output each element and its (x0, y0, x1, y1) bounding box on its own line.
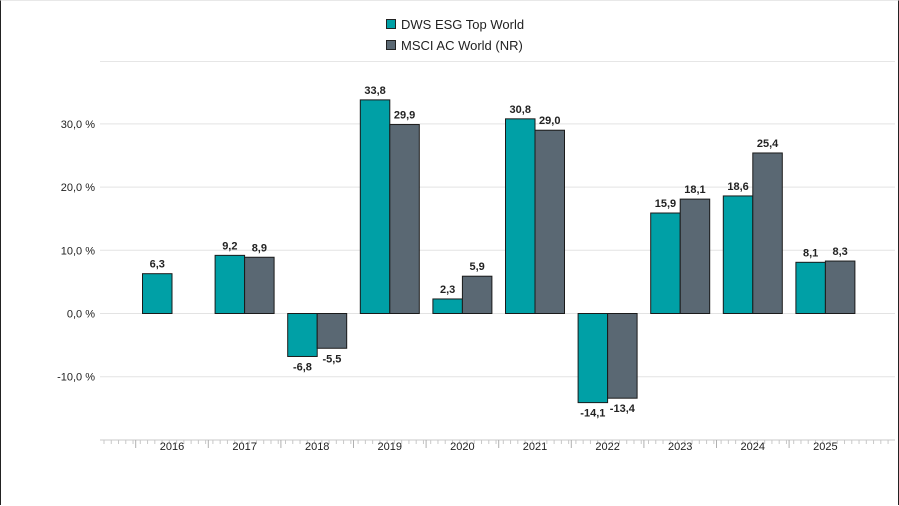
x-tick-label: 2017 (232, 441, 256, 453)
x-tick-label: 2016 (160, 441, 184, 453)
x-tick-label: 2021 (523, 441, 547, 453)
x-axis: 2016 2017 2018 2019 2020 2021 2022 2023 2024 2025 (100, 439, 895, 453)
bar-msci-2022[interactable] (607, 313, 638, 399)
data-label: 30,8 (510, 104, 531, 116)
y-tick-label: -10,0 % (57, 372, 95, 384)
bar-dws-2020[interactable] (432, 298, 463, 314)
data-label: -13,4 (610, 403, 636, 415)
x-tick-label: 2023 (668, 441, 692, 453)
data-label: 25,4 (757, 138, 779, 150)
legend-item-series-2[interactable]: MSCI AC World (NR) (386, 35, 524, 55)
x-tick-label: 2020 (450, 441, 474, 453)
data-label: 8,3 (833, 246, 848, 258)
y-tick-label: 10,0 % (61, 245, 95, 257)
data-label: 2,3 (440, 284, 455, 296)
x-tick-label: 2022 (595, 441, 619, 453)
legend-swatch-series-1 (386, 19, 396, 29)
bar-dws-2016[interactable] (142, 273, 173, 314)
bar-dws-2019[interactable] (359, 99, 391, 314)
bar-msci-2018[interactable] (316, 313, 348, 349)
data-label: -14,1 (580, 408, 605, 420)
bar-msci-2024[interactable] (752, 152, 783, 314)
data-label: 18,1 (684, 184, 705, 196)
bar-dws-2017[interactable] (214, 254, 246, 315)
x-tick-label: 2018 (305, 441, 329, 453)
data-label: 5,9 (470, 261, 485, 273)
bar-msci-2023[interactable] (679, 198, 711, 314)
legend-swatch-series-2 (386, 40, 396, 50)
y-tick-label: 30,0 % (61, 119, 95, 131)
data-label: 29,9 (394, 110, 415, 122)
legend-item-series-1[interactable]: DWS ESG Top World (386, 14, 524, 34)
data-label: 15,9 (655, 198, 676, 210)
bar-dws-2025[interactable] (795, 261, 826, 315)
data-label: -6,8 (293, 361, 312, 373)
x-tick-label: 2024 (741, 441, 765, 453)
legend-label-series-2: MSCI AC World (NR) (401, 37, 523, 53)
data-label: -5,5 (322, 353, 341, 365)
data-label: 8,1 (803, 247, 818, 259)
bar-dws-2022[interactable] (577, 313, 609, 404)
x-tick-label: 2025 (813, 441, 837, 453)
bar-dws-2024[interactable] (722, 195, 754, 314)
bar-dws-2021[interactable] (505, 118, 536, 315)
data-label: 29,0 (539, 115, 560, 127)
bar-dws-2023[interactable] (650, 212, 681, 314)
data-label: 6,3 (150, 259, 165, 271)
data-label: 18,6 (727, 181, 748, 193)
bar-msci-2019[interactable] (389, 124, 420, 314)
bar-msci-2025[interactable] (824, 260, 856, 315)
bars (142, 99, 856, 404)
bar-msci-2017[interactable] (244, 256, 275, 315)
y-tick-label: 20,0 % (61, 182, 95, 194)
y-tick-label: 0,0 % (67, 309, 95, 321)
bar-msci-2020[interactable] (461, 275, 493, 315)
data-label: 8,9 (252, 242, 267, 254)
value-labels: 6,3 9,2 8,9 -6,8 -5,5 33,8 29,9 2,3 5,9 30,8 29,0 -… (150, 85, 848, 420)
bar-dws-2018[interactable] (287, 313, 318, 357)
legend-label-series-1: DWS ESG Top World (401, 16, 525, 32)
x-tick-label: 2019 (378, 441, 402, 453)
data-label: 9,2 (222, 240, 237, 252)
data-label: 33,8 (364, 85, 385, 97)
chart-legend: DWS ESG Top World MSCI AC World (NR) (386, 14, 524, 56)
bar-msci-2021[interactable] (534, 129, 565, 314)
y-axis-tick-labels: 30,0 % 20,0 % 10,0 % 0,0 % -10,0 % (57, 119, 95, 384)
